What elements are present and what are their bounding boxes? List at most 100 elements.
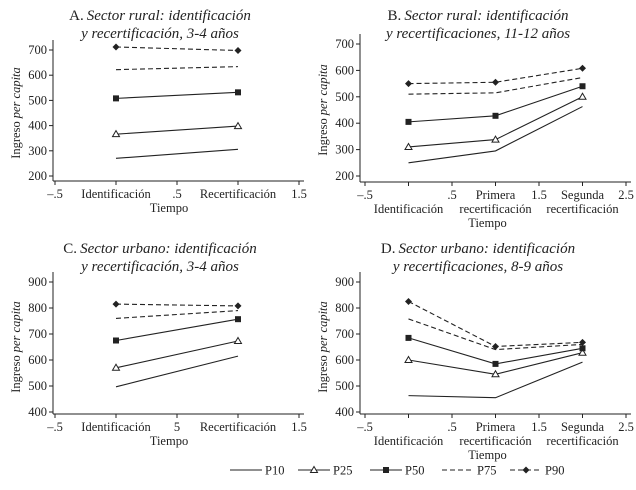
y-tick-label: 200: [28, 169, 47, 183]
marker-square: [405, 334, 412, 341]
panel-d: D. Sector urbano: identificación y recerti…: [316, 241, 634, 462]
x-tick-label: .5: [447, 420, 456, 434]
y-tick-label: 600: [28, 68, 47, 82]
marker-triangle: [491, 369, 500, 378]
y-tick-label: 600: [28, 353, 47, 367]
y-axis-label: Ingreso per capita: [9, 67, 23, 159]
marker-square: [113, 337, 119, 344]
marker-diamond: [492, 78, 499, 86]
y-axis-label-italic: per capita: [9, 67, 23, 119]
series-line-p90: [115, 303, 239, 307]
panel-title-line1: Sector urbano: identificación: [398, 241, 575, 257]
marker-diamond: [112, 43, 120, 51]
marker-diamond: [579, 64, 586, 72]
y-tick-label: 800: [335, 301, 354, 315]
y-axis-label-italic: per capita: [316, 64, 330, 116]
marker-triangle: [111, 363, 121, 371]
marker-triangle: [404, 142, 413, 150]
marker-triangle: [578, 92, 587, 100]
y-tick-label: 500: [335, 90, 354, 104]
x-tick-label: 1.5: [531, 420, 547, 434]
y-tick-label: 600: [335, 63, 354, 77]
marker-triangle: [404, 355, 413, 363]
y-tick-label: 900: [335, 275, 354, 289]
y-tick-label: 500: [28, 93, 47, 107]
panel-a: A. Sector rural: identificación y recertif…: [9, 8, 307, 215]
series-line-p75: [408, 76, 583, 95]
y-tick-label: 500: [28, 379, 47, 393]
panel-title: C. Sector urbano: identificación: [63, 241, 256, 257]
panel-title-prefix: C.: [63, 241, 77, 257]
y-axis-label: Ingreso per capita: [9, 301, 23, 393]
y-axis-label: Ingreso per capita: [316, 301, 330, 393]
y-axis-label-plain: Ingreso: [316, 118, 330, 156]
x-tick-label: Primera: [476, 420, 516, 434]
panel-b: B. Sector rural: identificación y recertif…: [316, 8, 634, 230]
marker-square: [579, 83, 586, 90]
panel-title-prefix: D.: [381, 241, 396, 257]
series-line-p90: [408, 67, 583, 85]
marker-triangle: [233, 336, 243, 345]
panel-title-prefix: A.: [69, 8, 84, 24]
marker-diamond: [579, 338, 586, 346]
marker-diamond: [492, 342, 499, 350]
x-tick-label: –.5: [356, 188, 373, 202]
x-tick-label: 1.5: [291, 420, 307, 434]
marker-diamond: [112, 300, 120, 308]
marker-square: [113, 95, 119, 102]
y-tick-label: 700: [28, 327, 47, 341]
series-line-p25: [115, 125, 239, 135]
x-tick-label: .5: [172, 187, 181, 201]
panel-title: B. Sector rural: identificación: [388, 8, 569, 24]
x-tick-label: –.5: [46, 187, 63, 201]
y-axis-label-italic: per capita: [9, 301, 23, 353]
marker-triangle: [578, 348, 587, 356]
x-tick-label: –.5: [356, 420, 373, 434]
legend-item-p25: P25: [298, 464, 352, 478]
series-line-p90: [408, 301, 583, 348]
panel-title: A. Sector rural: identificación: [69, 8, 251, 24]
x-axis-label: Tiempo: [468, 448, 506, 462]
x-tick-label: Recertificación: [200, 420, 277, 434]
x-tick-label: 2.5: [618, 420, 634, 434]
y-tick-label: 400: [28, 405, 47, 419]
series-line-p90: [115, 46, 239, 52]
x-tick-label: 1.5: [531, 188, 547, 202]
series-line-p75: [115, 310, 239, 319]
legend-label: P90: [545, 464, 564, 478]
marker-square: [405, 118, 412, 125]
x-tick-label-line2: recertificación: [459, 434, 532, 448]
marker-square: [492, 360, 499, 367]
marker-square: [579, 345, 586, 352]
y-axis-label: Ingreso per capita: [316, 64, 330, 156]
panel-title-line1: Sector rural: identificación: [404, 8, 568, 24]
x-tick-label-line2: Identificación: [374, 202, 444, 216]
legend-item-p75: P75: [442, 464, 496, 478]
panel-title-line2: y recertificaciones, 11-12 años: [384, 26, 570, 42]
y-axis-label-plain: Ingreso: [9, 355, 23, 393]
y-axis-label-italic: per capita: [316, 301, 330, 353]
y-tick-label: 400: [335, 405, 354, 419]
series-line-p50: [408, 337, 583, 365]
x-tick-label: Identificación: [81, 187, 151, 201]
x-tick-label: Segunda: [561, 188, 605, 202]
panel-title-prefix: B.: [388, 8, 402, 24]
y-tick-label: 600: [335, 353, 354, 367]
x-tick-label: Primera: [476, 188, 516, 202]
marker-triangle: [491, 135, 500, 143]
y-tick-label: 300: [335, 143, 354, 157]
x-tick-label: –.5: [46, 420, 63, 434]
legend-item-p10: P10: [230, 464, 284, 478]
x-tick-label: Segunda: [561, 420, 605, 434]
legend-label: P50: [405, 464, 424, 478]
x-tick-label: 2.5: [618, 188, 634, 202]
x-axis-label: Tiempo: [468, 216, 506, 230]
x-tick-label-line2: recertificación: [546, 434, 619, 448]
panel-title: D. Sector urbano: identificación: [381, 241, 575, 257]
series-line-p25: [115, 340, 239, 369]
y-tick-label: 200: [335, 169, 354, 183]
marker-diamond: [405, 298, 412, 305]
series-line-p10: [115, 148, 239, 159]
x-tick-label: 5: [174, 420, 180, 434]
